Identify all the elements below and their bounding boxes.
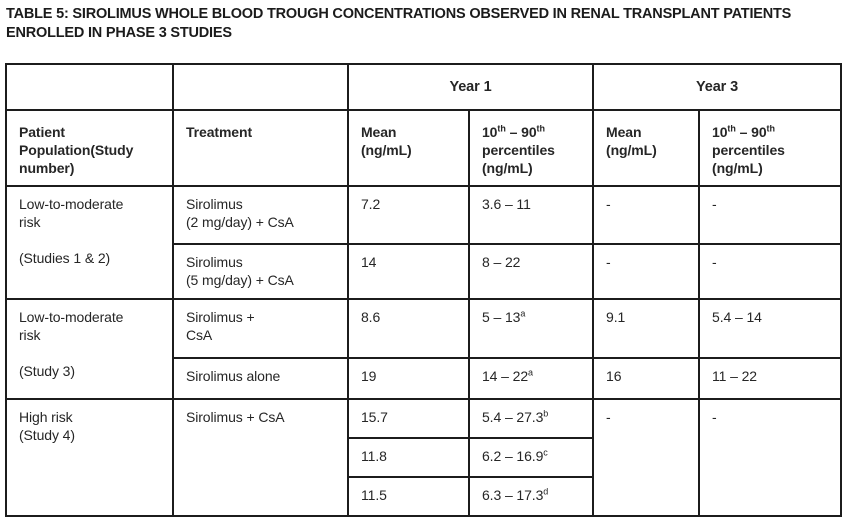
cell-year3-mean: - — [592, 185, 701, 245]
sirolimus-concentrations-table: Year 1 Year 3 Patient Population(Study n… — [5, 63, 843, 517]
cell-year1-percentiles: 8 – 22 — [467, 243, 595, 300]
percentile-value: 6.3 – 17.3 — [482, 487, 544, 503]
footnote-marker: a — [528, 367, 534, 378]
col-header-percentiles-year1: 10th – 90th percentiles (ng/mL) — [467, 109, 595, 187]
footnote-marker: a — [520, 308, 526, 319]
percentile-value: 3.6 – 11 — [482, 196, 531, 212]
table-row: Sirolimus alone 19 14 – 22a 16 11 – 22 — [6, 357, 843, 400]
percentile-sup-th: th — [536, 123, 546, 134]
table-row: High risk (Study 4) Sirolimus + CsA 15.7… — [5, 398, 843, 517]
table-title: TABLE 5: SIROLIMUS WHOLE BLOOD TROUGH CO… — [6, 6, 792, 41]
table-row: 11.8 6.2 – 16.9c — [6, 437, 841, 478]
cell-year1-mean: 11.5 — [347, 476, 470, 517]
cell-year1-percentiles: 6.3 – 17.3d — [467, 476, 595, 517]
percentile-value: 5.4 – 27.3 — [482, 409, 544, 425]
percentile-sup-th: th — [766, 123, 776, 134]
cell-population-study-3: Low-to-moderate risk (Study 3) — [5, 298, 174, 400]
cell-year1-mean: 19 — [347, 357, 470, 400]
percentile-sup-th: th — [497, 123, 506, 134]
cell-treatment: Sirolimus (5 mg/day) + CsA — [172, 243, 349, 300]
cell-population-study-4: High risk (Study 4) — [5, 398, 174, 517]
year1-group-header: Year 1 — [346, 63, 595, 111]
cell-year3-mean-merged: - — [592, 398, 701, 517]
col-header-population: Patient Population(Study number) — [5, 109, 174, 187]
cell-year3-percentiles: 5.4 – 14 — [698, 298, 843, 359]
cell-year3-mean: 16 — [592, 357, 701, 400]
cell-treatment: Sirolimus (2 mg/day) + CsA — [172, 185, 349, 245]
year-group-header-row: Year 1 Year 3 — [5, 63, 843, 111]
percentile-range-mid: – 90 — [735, 124, 767, 140]
cell-year1-percentiles: 6.2 – 16.9c — [467, 437, 595, 478]
year3-group-header: Year 3 — [592, 63, 843, 111]
percentile-label: percentiles (ng/mL) — [482, 142, 555, 176]
cell-year1-mean: 14 — [347, 243, 470, 300]
footnote-marker: d — [543, 486, 549, 497]
cell-year3-percentiles: 11 – 22 — [698, 357, 843, 400]
col-header-mean-year3: Mean (ng/mL) — [592, 109, 701, 187]
percentile-range-start: 10 — [712, 124, 728, 140]
table-row: Low-to-moderate risk (Study 3) Sirolimus… — [5, 298, 843, 400]
footnote-marker: b — [543, 408, 549, 419]
footnote-marker: c — [543, 447, 548, 458]
percentile-value: 6.2 – 16.9 — [482, 448, 544, 464]
cell-year1-mean: 11.8 — [347, 437, 470, 478]
cell-year1-mean: 7.2 — [347, 185, 470, 245]
percentile-range-mid: – 90 — [505, 124, 537, 140]
percentile-value: 5 – 13 — [482, 309, 521, 325]
cell-year1-mean: 15.7 — [347, 398, 470, 439]
percentile-value: 14 – 22 — [482, 368, 529, 384]
col-header-treatment: Treatment — [172, 109, 349, 187]
cell-year3-mean: - — [592, 243, 701, 300]
cell-year3-percentiles: - — [698, 185, 843, 245]
percentile-sup-th: th — [727, 123, 736, 134]
cell-year3-percentiles: - — [698, 243, 843, 300]
col-header-percentiles-year3: 10th – 90th percentiles (ng/mL) — [698, 109, 843, 187]
percentile-range-start: 10 — [482, 124, 498, 140]
cell-population-studies-1-2: Low-to-moderate risk (Studies 1 & 2) — [5, 185, 174, 300]
cell-year3-mean: 9.1 — [592, 298, 701, 359]
percentile-value: 8 – 22 — [482, 254, 521, 270]
column-header-row: Patient Population(Study number) Treatme… — [5, 109, 843, 187]
table-row: Sirolimus (5 mg/day) + CsA 14 8 – 22 - - — [6, 243, 843, 300]
table-row: Low-to-moderate risk (Studies 1 & 2) Sir… — [5, 185, 843, 300]
cell-year1-percentiles: 5 – 13a — [467, 298, 595, 359]
cell-year1-percentiles: 5.4 – 27.3b — [467, 398, 595, 439]
blank-cell-population — [5, 63, 174, 111]
cell-treatment-merged: Sirolimus + CsA — [172, 398, 349, 517]
table-row: 11.5 6.3 – 17.3d — [6, 476, 841, 517]
cell-year1-percentiles: 14 – 22a — [467, 357, 595, 400]
percentile-label: percentiles (ng/mL) — [712, 142, 785, 176]
cell-year1-mean: 8.6 — [347, 298, 470, 359]
cell-year3-percentiles-merged: - — [698, 398, 843, 517]
blank-cell-treatment — [172, 63, 349, 111]
cell-treatment: Sirolimus alone — [172, 357, 349, 400]
cell-treatment: Sirolimus + CsA — [172, 298, 349, 359]
col-header-mean-year1: Mean (ng/mL) — [347, 109, 470, 187]
cell-year1-percentiles: 3.6 – 11 — [467, 185, 595, 245]
